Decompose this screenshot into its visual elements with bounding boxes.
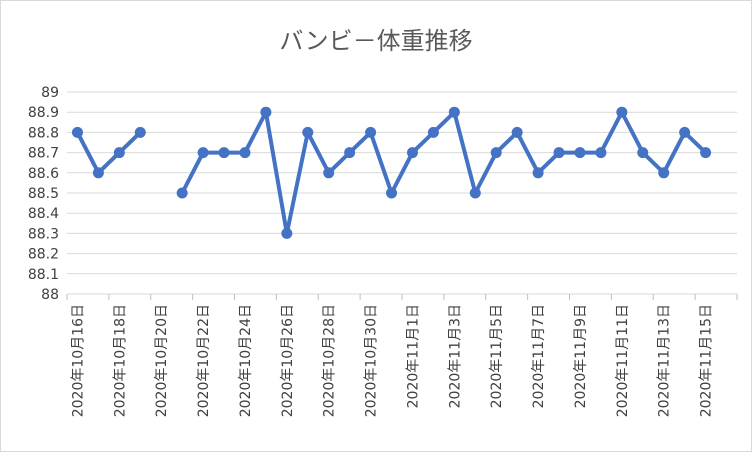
data-point xyxy=(386,187,398,199)
x-tick-label: 2020年10月20日 xyxy=(154,304,170,417)
data-point xyxy=(176,187,188,199)
data-point xyxy=(595,147,607,159)
data-point xyxy=(365,126,377,138)
x-tick-label: 2020年11月5日 xyxy=(489,304,505,408)
grid-lines xyxy=(67,91,737,295)
data-point xyxy=(71,126,83,138)
x-tick-label: 2020年11月3日 xyxy=(447,304,463,408)
y-axis: 88 88.1 88.2 88.3 88.4 88.5 88.6 88.7 88.8 88.9 89 xyxy=(28,85,59,303)
data-point xyxy=(239,147,251,159)
data-point xyxy=(637,147,649,159)
y-tick-label: 88 xyxy=(41,287,59,303)
x-tick-label: 2020年10月22日 xyxy=(196,304,212,417)
y-tick-label: 88.5 xyxy=(28,186,59,202)
x-tick-label: 2020年11月11日 xyxy=(615,304,631,417)
data-point xyxy=(260,106,272,118)
y-tick-label: 88.4 xyxy=(28,206,59,222)
x-axis: 2020年10月16日 2020年10月18日 2020年10月20日 2020年10… xyxy=(66,294,738,417)
x-tick-label: 2020年10月30日 xyxy=(364,304,380,417)
data-point xyxy=(427,126,439,138)
data-point xyxy=(448,106,460,118)
data-point xyxy=(616,106,628,118)
data-point xyxy=(218,147,230,159)
x-tick-label: 2020年10月28日 xyxy=(322,304,338,417)
data-point xyxy=(532,167,544,179)
data-point xyxy=(302,126,314,138)
data-point xyxy=(344,147,356,159)
x-tick-label: 2020年10月24日 xyxy=(238,304,254,417)
data-point xyxy=(323,167,335,179)
data-point xyxy=(92,167,104,179)
data-point xyxy=(679,126,691,138)
y-tick-label: 88.1 xyxy=(28,267,59,283)
series-weight xyxy=(71,106,712,239)
data-point xyxy=(281,227,293,239)
data-point xyxy=(700,147,712,159)
data-point xyxy=(134,126,146,138)
y-tick-label: 88.2 xyxy=(28,247,59,263)
y-tick-label: 88.9 xyxy=(28,105,59,121)
x-tick-label: 2020年11月1日 xyxy=(405,304,421,408)
x-tick-label: 2020年11月7日 xyxy=(531,304,547,408)
data-point xyxy=(574,147,586,159)
data-point xyxy=(511,126,523,138)
x-tick-label: 2020年11月9日 xyxy=(573,304,589,408)
data-point xyxy=(197,147,209,159)
data-point xyxy=(469,187,481,199)
y-tick-label: 88.3 xyxy=(28,226,59,242)
data-point xyxy=(658,167,670,179)
y-tick-label: 88.8 xyxy=(28,125,59,141)
data-point xyxy=(553,147,565,159)
y-tick-label: 88.7 xyxy=(28,146,59,162)
data-point xyxy=(406,147,418,159)
data-point xyxy=(490,147,502,159)
chart-title: バンビ－体重推移 xyxy=(279,27,472,55)
x-tick-label: 2020年10月16日 xyxy=(70,304,86,417)
data-point xyxy=(113,147,125,159)
x-tick-label: 2020年11月15日 xyxy=(699,304,715,417)
y-tick-label: 88.6 xyxy=(28,166,59,182)
x-tick-label: 2020年10月26日 xyxy=(280,304,296,417)
x-tick-label: 2020年10月18日 xyxy=(112,304,128,417)
y-tick-label: 89 xyxy=(41,85,59,101)
series-line xyxy=(75,130,142,175)
x-tick-label: 2020年11月13日 xyxy=(657,304,673,417)
series-line xyxy=(180,110,707,236)
